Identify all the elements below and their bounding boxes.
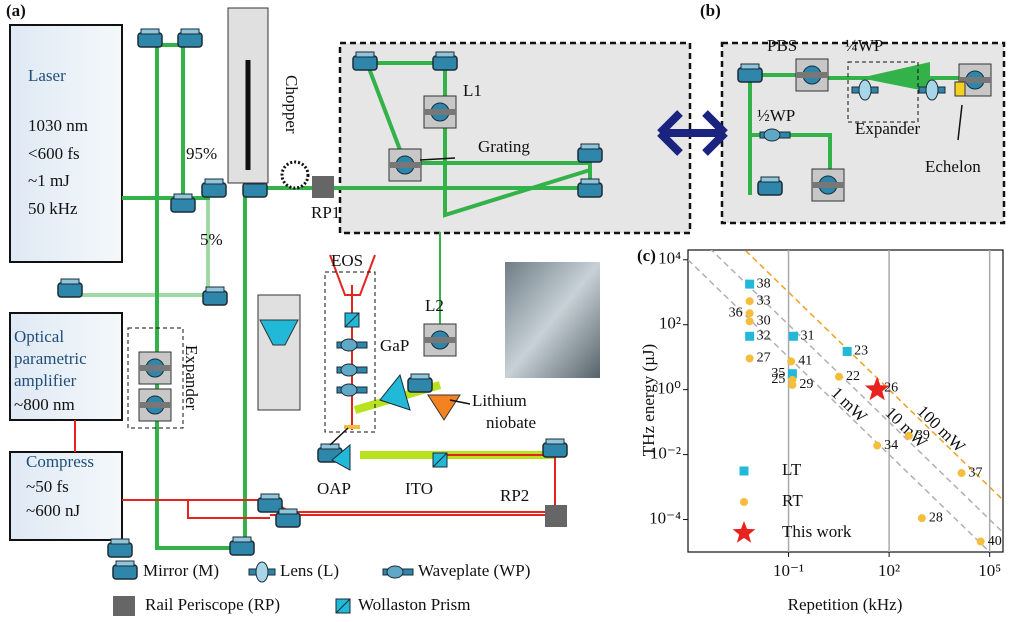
rp1-label: RP1 bbox=[311, 203, 340, 222]
echelon-label: Echelon bbox=[925, 157, 981, 176]
point bbox=[873, 442, 881, 450]
double-arrow bbox=[660, 113, 725, 153]
point-label: 34 bbox=[884, 438, 898, 453]
x-tick-label: 10² bbox=[878, 561, 900, 580]
point bbox=[905, 432, 913, 440]
x-tick-label: 10⁵ bbox=[978, 561, 1001, 580]
rp2-label: RP2 bbox=[500, 486, 529, 505]
compress-text: ~600 nJ bbox=[26, 501, 80, 520]
oap-label: OAP bbox=[317, 479, 351, 498]
point-label: 22 bbox=[846, 369, 860, 384]
point bbox=[835, 373, 843, 381]
legend-text: Rail Periscope (RP) bbox=[145, 595, 280, 614]
point bbox=[745, 332, 754, 341]
point bbox=[977, 538, 985, 546]
point-label: 40 bbox=[988, 534, 1002, 549]
point-label: 33 bbox=[757, 293, 771, 308]
split-label: 5% bbox=[200, 230, 223, 249]
x-tick-label: 10⁻¹ bbox=[773, 561, 804, 580]
opa-text: amplifier bbox=[14, 371, 77, 390]
laser-spec: 1030 nm bbox=[28, 116, 88, 135]
chopper-label: Chopper bbox=[282, 75, 301, 134]
point-label: 38 bbox=[757, 276, 771, 291]
laser-spec: 50 kHz bbox=[28, 199, 78, 218]
legend-text: Mirror (M) bbox=[143, 561, 219, 580]
legend-icon bbox=[113, 596, 135, 616]
point bbox=[746, 355, 754, 363]
y-tick-label: 10⁰ bbox=[657, 379, 681, 398]
point-label: 31 bbox=[800, 329, 814, 344]
pbs-label: PBS bbox=[767, 36, 797, 55]
point-label: 30 bbox=[757, 314, 771, 329]
panel-label: (b) bbox=[700, 1, 721, 20]
legend-label: LT bbox=[782, 460, 802, 479]
y-axis-title: THz energy (µJ) bbox=[639, 344, 658, 456]
legend-marker bbox=[740, 498, 748, 506]
stage-2 bbox=[258, 295, 300, 410]
l2-label: L2 bbox=[425, 296, 444, 315]
opa-text: Optical bbox=[14, 327, 64, 346]
point-label: 23 bbox=[854, 344, 868, 359]
compress-text: Compress bbox=[26, 452, 94, 471]
legend-text: Wollaston Prism bbox=[358, 595, 470, 614]
point-label: 25 bbox=[771, 372, 785, 387]
point bbox=[789, 332, 798, 341]
point bbox=[787, 357, 795, 365]
y-tick-label: 10² bbox=[659, 314, 681, 333]
compress-text: ~50 fs bbox=[26, 477, 69, 496]
y-tick-label: 10⁻⁴ bbox=[649, 508, 681, 527]
point bbox=[746, 309, 754, 317]
legend-text: Waveplate (WP) bbox=[418, 561, 530, 580]
hwp-label: ½WP bbox=[757, 106, 795, 125]
expander-label: Expander bbox=[182, 345, 201, 410]
x-axis-title: Repetition (kHz) bbox=[788, 595, 903, 614]
gap-label: GaP bbox=[380, 336, 409, 355]
expander-label: Expander bbox=[855, 119, 920, 138]
point-label: 36 bbox=[729, 305, 743, 320]
point bbox=[918, 514, 926, 522]
point-label: 41 bbox=[798, 354, 812, 369]
point-label: 39 bbox=[916, 428, 930, 443]
point bbox=[843, 347, 852, 356]
laser-spec: <600 fs bbox=[28, 144, 80, 163]
legend-label: This work bbox=[782, 522, 852, 541]
point bbox=[958, 469, 966, 477]
grating-label: Grating bbox=[478, 137, 530, 156]
point bbox=[788, 381, 796, 389]
y-tick-label: 10⁴ bbox=[658, 249, 681, 268]
point-label: 29 bbox=[799, 377, 813, 392]
ito-label: ITO bbox=[405, 479, 433, 498]
point bbox=[745, 280, 754, 289]
eos-label: EOS bbox=[331, 251, 363, 270]
point-label: 37 bbox=[969, 465, 983, 480]
l1-label: L1 bbox=[463, 81, 482, 100]
qwp-label: ¼WP bbox=[845, 36, 883, 55]
lno-label: niobate bbox=[486, 413, 536, 432]
panel-label: (a) bbox=[6, 1, 26, 20]
laser-title: Laser bbox=[28, 66, 66, 85]
y-tick-label: 10⁻² bbox=[650, 443, 681, 462]
legend-marker bbox=[740, 467, 749, 476]
legend-label: RT bbox=[782, 491, 803, 510]
point bbox=[746, 297, 754, 305]
opa-text: ~800 nm bbox=[14, 395, 75, 414]
legend-text: Lens (L) bbox=[280, 561, 339, 580]
lno-label: Lithium bbox=[472, 391, 527, 410]
laser-spec: ~1 mJ bbox=[28, 171, 70, 190]
panel-label: (c) bbox=[637, 246, 656, 265]
figure: (a) Laser 1030 nm <600 fs ~1 mJ 50 kHz 9… bbox=[0, 0, 1009, 622]
split-label: 95% bbox=[186, 144, 217, 163]
point-label: 28 bbox=[929, 510, 943, 525]
point-label: 32 bbox=[757, 329, 771, 344]
point bbox=[746, 317, 754, 325]
point-label: 27 bbox=[757, 351, 771, 366]
opa-text: parametric bbox=[14, 349, 87, 368]
